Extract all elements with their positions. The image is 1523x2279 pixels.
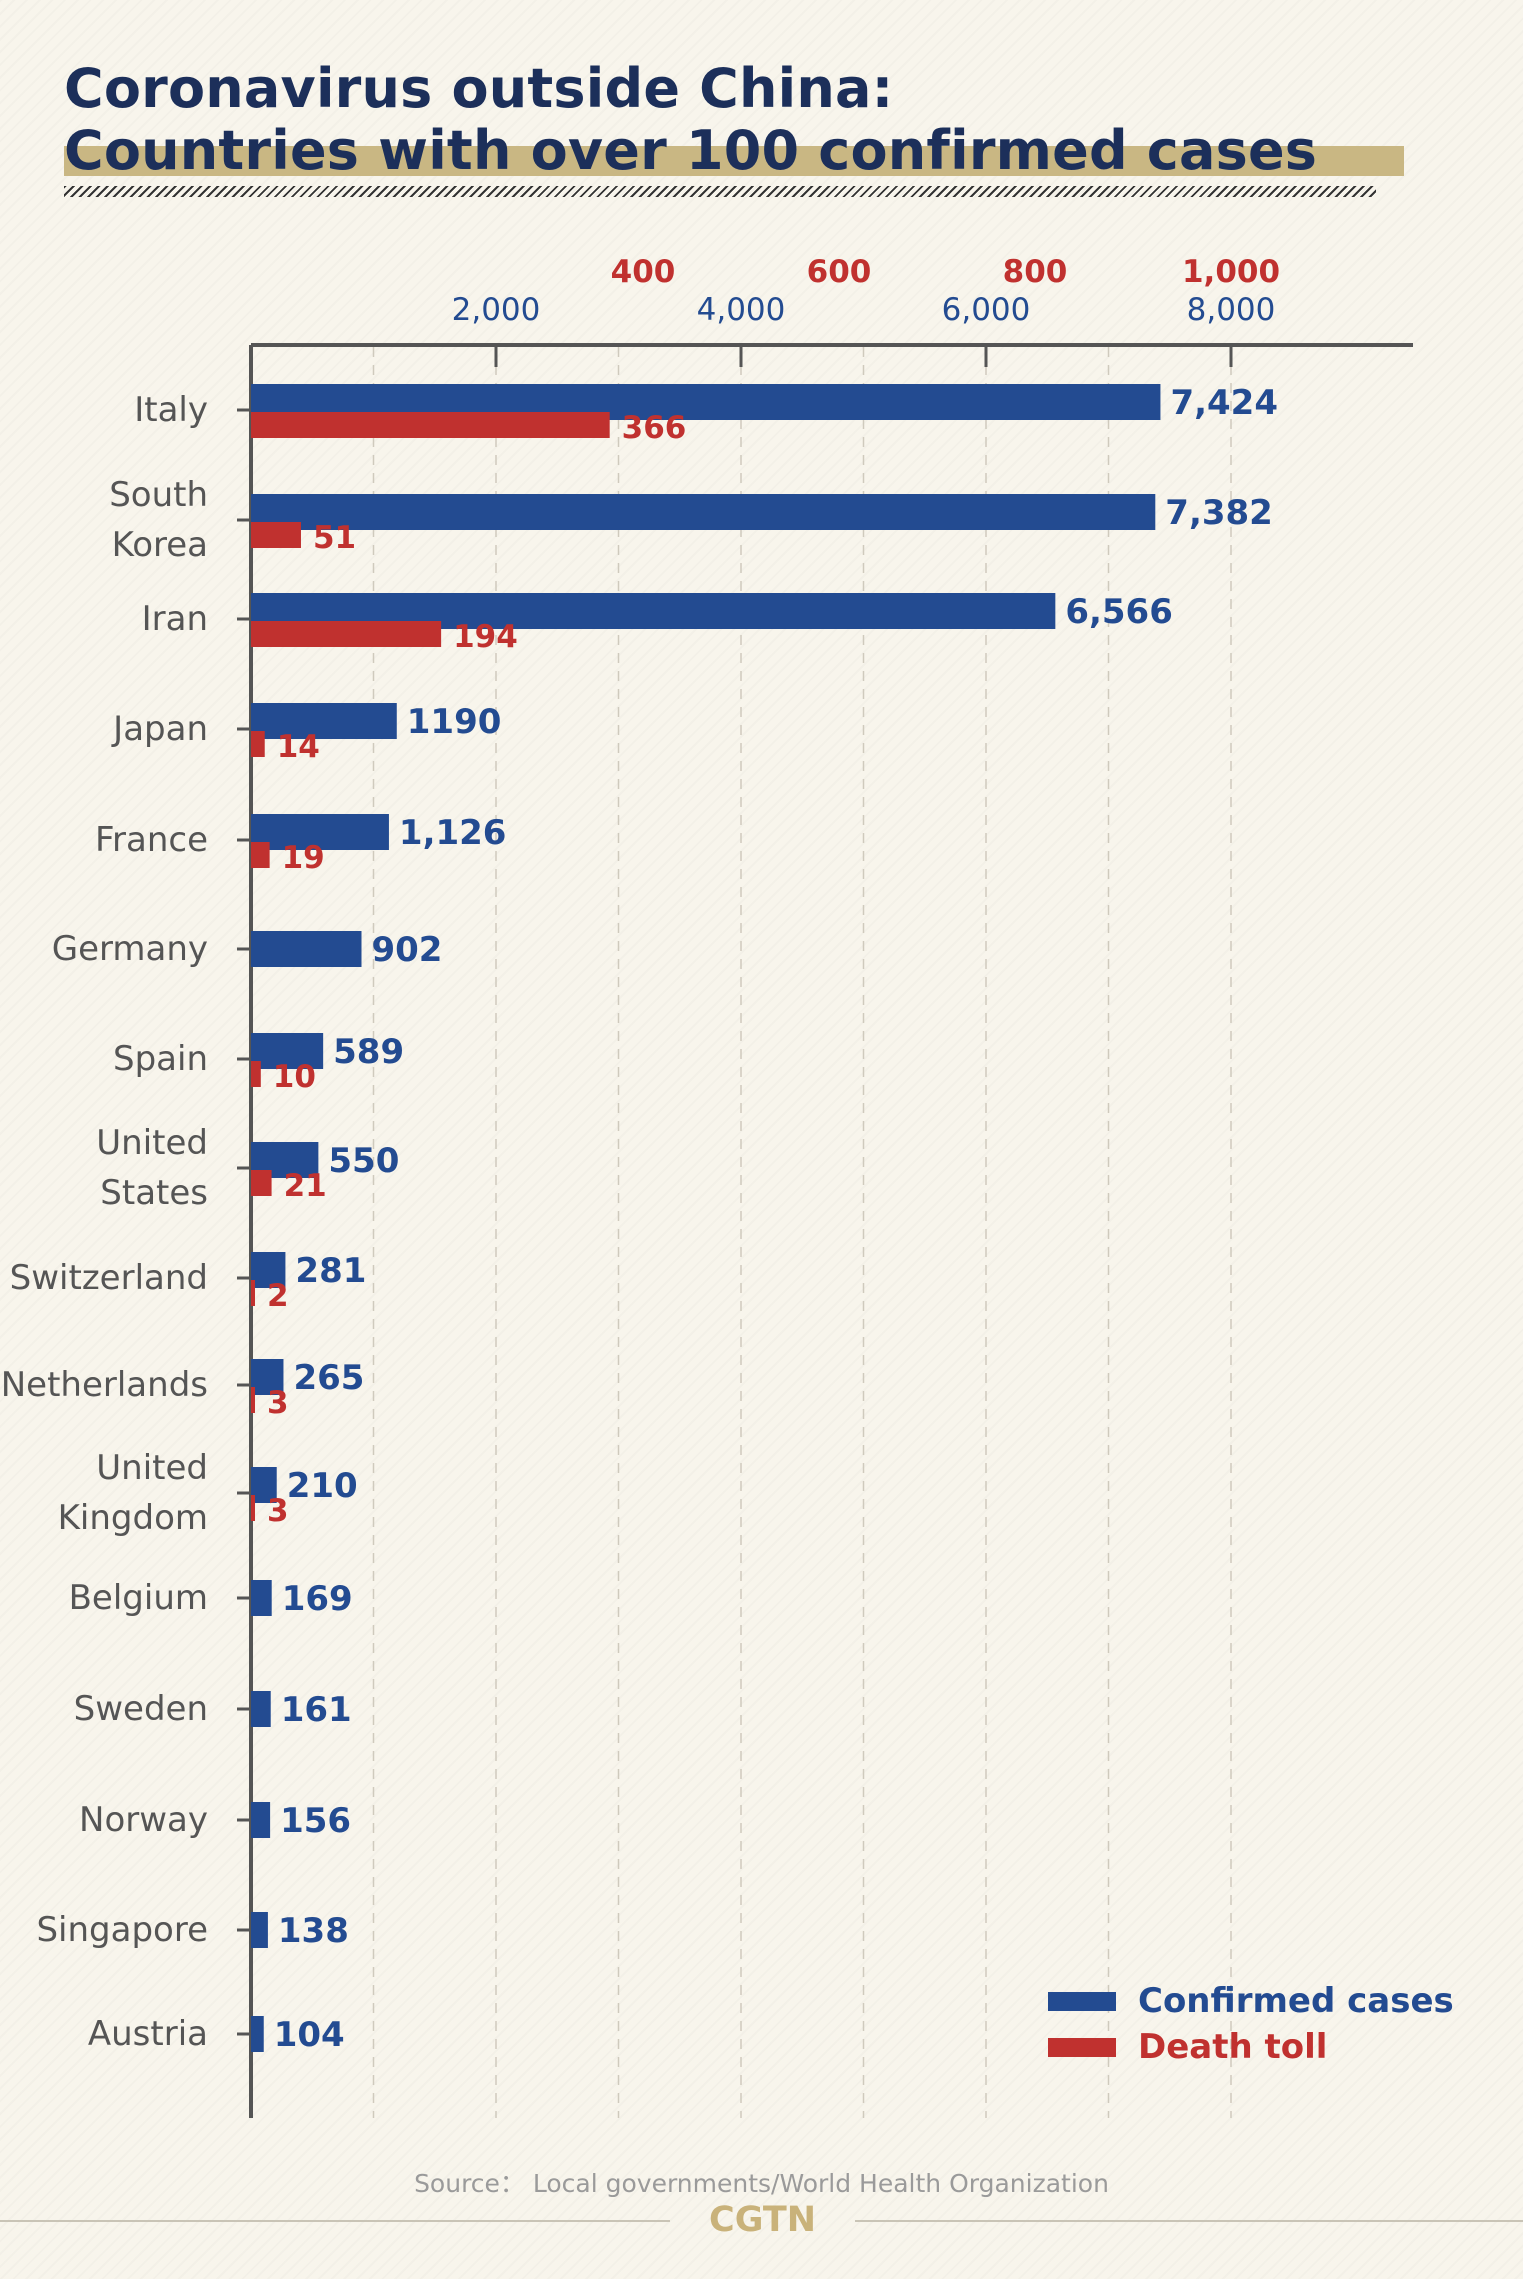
confirmed-bar bbox=[251, 931, 362, 967]
confirmed-bar bbox=[251, 494, 1156, 530]
confirmed-bar bbox=[251, 1580, 272, 1616]
death-value-label: 21 bbox=[284, 1168, 327, 1204]
confirmed-value-label: 902 bbox=[371, 930, 442, 970]
category-label: Korea bbox=[112, 525, 208, 565]
confirmed-value-label: 156 bbox=[280, 1801, 351, 1841]
brand-logo-text: CGTN bbox=[709, 2200, 816, 2240]
confirmed-value-label: 1,126 bbox=[399, 813, 507, 853]
category-label: Germany bbox=[52, 929, 208, 969]
legend-item-deaths: Death toll bbox=[1048, 2024, 1454, 2070]
legend-item-confirmed: Confirmed cases bbox=[1048, 1978, 1454, 2024]
death-bar bbox=[251, 621, 442, 647]
category-label: Iran bbox=[142, 599, 208, 639]
category-label: Italy bbox=[134, 390, 208, 430]
death-value-label: 194 bbox=[453, 619, 518, 655]
death-value-label: 3 bbox=[267, 1385, 289, 1421]
confirmed-value-label: 104 bbox=[274, 2015, 345, 2055]
death-bar bbox=[251, 1280, 255, 1306]
death-value-label: 366 bbox=[622, 410, 687, 446]
confirmed-bar bbox=[251, 703, 397, 739]
category-label: United bbox=[96, 1448, 208, 1488]
legend: Confirmed cases Death toll bbox=[1048, 1978, 1454, 2070]
confirmed-value-label: 161 bbox=[281, 1690, 352, 1730]
confirmed-tick-label: 6,000 bbox=[942, 292, 1031, 328]
chart-title-line-1: Coronavirus outside China: bbox=[64, 57, 894, 120]
legend-swatch-deaths bbox=[1048, 2037, 1116, 2057]
confirmed-bar bbox=[251, 814, 389, 850]
death-value-label: 3 bbox=[267, 1493, 289, 1529]
death-bar bbox=[251, 412, 610, 438]
category-label: Kingdom bbox=[58, 1498, 208, 1538]
death-bar bbox=[251, 1061, 261, 1087]
category-label: France bbox=[95, 820, 208, 860]
deaths-tick-label: 400 bbox=[611, 254, 676, 290]
category-label: Singapore bbox=[36, 1910, 208, 1950]
death-value-label: 2 bbox=[267, 1278, 289, 1314]
confirmed-value-label: 210 bbox=[287, 1466, 358, 1506]
confirmed-value-label: 1190 bbox=[407, 702, 502, 742]
title-hatch-divider bbox=[64, 186, 1376, 197]
death-bar bbox=[251, 731, 265, 757]
deaths-tick-label: 800 bbox=[1003, 254, 1068, 290]
confirmed-tick-label: 2,000 bbox=[452, 292, 541, 328]
legend-swatch-confirmed bbox=[1048, 1991, 1116, 2011]
confirmed-tick-label: 4,000 bbox=[697, 292, 786, 328]
confirmed-bar bbox=[251, 2016, 264, 2052]
category-label: Sweden bbox=[74, 1689, 208, 1729]
confirmed-value-label: 7,382 bbox=[1165, 493, 1273, 533]
confirmed-bar bbox=[251, 1912, 268, 1948]
death-value-label: 51 bbox=[313, 520, 356, 556]
confirmed-value-label: 7,424 bbox=[1170, 383, 1278, 423]
legend-label-deaths: Death toll bbox=[1138, 2027, 1328, 2067]
death-bar bbox=[251, 1387, 255, 1413]
category-label: Belgium bbox=[69, 1578, 208, 1618]
death-bar bbox=[251, 1495, 255, 1521]
death-bar bbox=[251, 1170, 272, 1196]
legend-label-confirmed: Confirmed cases bbox=[1138, 1981, 1454, 2021]
confirmed-bar bbox=[251, 1802, 271, 1838]
death-value-label: 14 bbox=[277, 729, 320, 765]
confirmed-value-label: 169 bbox=[282, 1579, 353, 1619]
death-bar bbox=[251, 842, 270, 868]
category-label: Spain bbox=[113, 1039, 208, 1079]
footer-rule-right bbox=[855, 2220, 1523, 2222]
confirmed-value-label: 138 bbox=[278, 1911, 349, 1951]
confirmed-bar bbox=[251, 1252, 286, 1288]
confirmed-value-label: 265 bbox=[293, 1358, 364, 1398]
source-note: Source： Local governments/World Health O… bbox=[414, 2169, 1109, 2198]
confirmed-value-label: 281 bbox=[295, 1251, 366, 1291]
category-label: Switzerland bbox=[10, 1258, 208, 1298]
death-value-label: 10 bbox=[273, 1059, 316, 1095]
death-bar bbox=[251, 522, 301, 548]
deaths-tick-label: 1,000 bbox=[1182, 254, 1280, 290]
confirmed-value-label: 589 bbox=[333, 1032, 404, 1072]
category-label: Norway bbox=[79, 1800, 208, 1840]
footer-rule-left bbox=[0, 2220, 670, 2222]
category-label: States bbox=[100, 1173, 208, 1213]
confirmed-tick-label: 8,000 bbox=[1187, 292, 1276, 328]
deaths-tick-label: 600 bbox=[807, 254, 872, 290]
confirmed-bar bbox=[251, 1467, 277, 1503]
category-label: United bbox=[96, 1123, 208, 1163]
category-label: Japan bbox=[111, 709, 208, 749]
category-label: Austria bbox=[88, 2014, 208, 2054]
title-highlight-bar bbox=[64, 146, 1404, 176]
confirmed-bar bbox=[251, 1033, 324, 1069]
category-label: Netherlands bbox=[1, 1365, 208, 1405]
category-label: South bbox=[109, 475, 208, 515]
title-block: Coronavirus outside China: Countries wit… bbox=[64, 58, 1404, 182]
confirmed-value-label: 550 bbox=[328, 1141, 399, 1181]
confirmed-bar bbox=[251, 1359, 284, 1395]
confirmed-value-label: 6,566 bbox=[1065, 592, 1173, 632]
chart-title-line-2: Countries with over 100 confirmed cases bbox=[64, 119, 1318, 182]
death-value-label: 19 bbox=[282, 840, 325, 876]
confirmed-bar bbox=[251, 1691, 271, 1727]
